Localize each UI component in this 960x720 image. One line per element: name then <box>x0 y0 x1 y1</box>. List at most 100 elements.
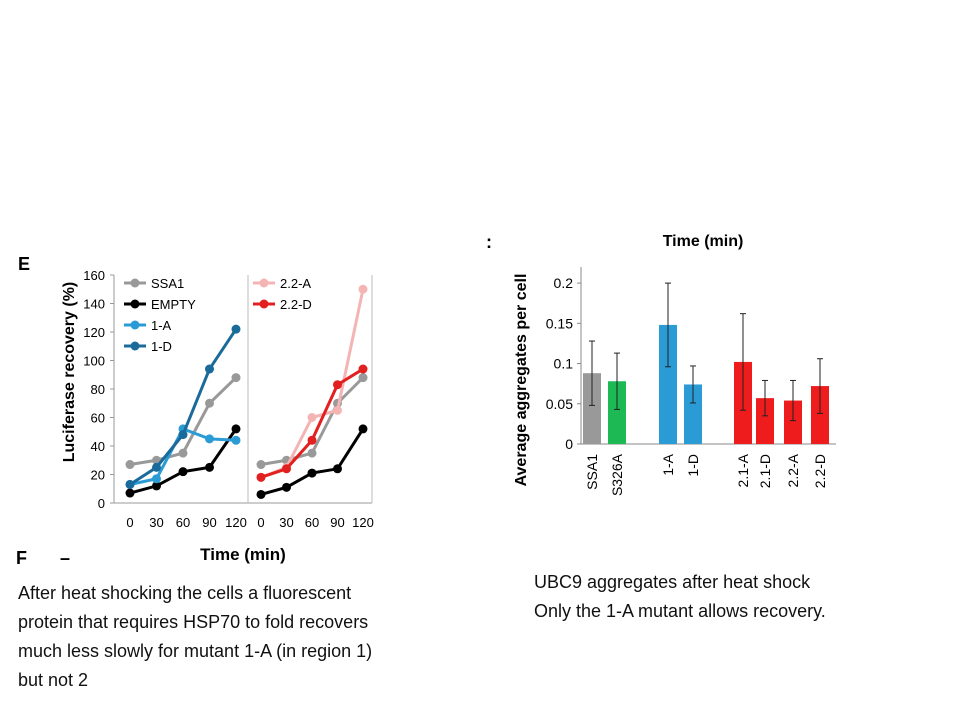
legend-marker <box>130 299 140 309</box>
data-point <box>178 448 188 458</box>
y-tick-label: 80 <box>91 382 105 397</box>
left-caption-line: protein that requires HSP70 to fold reco… <box>18 612 369 632</box>
aggregates-bar-chart: Time (min) Average aggregates per cell 0… <box>513 233 836 496</box>
data-point <box>256 472 266 482</box>
data-point <box>307 468 317 478</box>
left-caption: After heat shocking the cells a fluoresc… <box>18 579 372 695</box>
x-tick-label: 90 <box>330 515 344 530</box>
legend-label: 1-D <box>151 339 172 354</box>
data-point <box>307 413 317 422</box>
x-tick-label: 90 <box>202 515 216 530</box>
legend-marker <box>130 278 140 288</box>
left-caption-line: but not 2 <box>18 670 89 690</box>
legend-marker <box>130 320 140 330</box>
left-caption-line: After heat shocking the cells a fluoresc… <box>18 583 352 603</box>
bar-y-tick-label: 0.15 <box>546 315 573 331</box>
y-tick-label: 120 <box>83 325 105 340</box>
bar <box>784 400 802 444</box>
data-point <box>231 373 241 383</box>
data-point <box>358 373 368 383</box>
bar-y-axis-label: Average aggregates per cell <box>513 274 530 487</box>
data-point <box>307 435 317 445</box>
data-point <box>231 435 241 445</box>
data-point <box>256 460 266 470</box>
y-tick-label: 60 <box>91 411 105 426</box>
x-tick-label: 0 <box>126 515 133 530</box>
bar-category-label: SSA1 <box>584 454 600 490</box>
x-tick-label: 30 <box>149 515 163 530</box>
data-point <box>282 464 291 474</box>
legend-label: 2.2-D <box>280 297 312 312</box>
data-point <box>178 467 188 477</box>
data-point <box>205 398 214 408</box>
panel-letter-e: E <box>18 254 31 274</box>
y-tick-label: 20 <box>91 468 105 483</box>
bar <box>756 398 774 444</box>
legend-marker <box>130 341 140 351</box>
luciferase-recovery-chart: 0 20 40 60 80 100 120 140 160 0 30 60 90 120 0 30 60 90 12… <box>61 268 374 564</box>
data-point <box>205 434 214 444</box>
y-tick-label: 100 <box>83 354 105 369</box>
x-tick-label: 60 <box>176 515 190 530</box>
data-point <box>231 424 241 434</box>
bar-category-label: 2.2-A <box>785 453 801 487</box>
x-tick-label: 120 <box>225 515 247 530</box>
data-point <box>125 488 135 498</box>
panel-colon: : <box>486 232 492 252</box>
bar <box>583 373 601 444</box>
right-caption: UBC9 aggregates after heat shock Only th… <box>534 568 826 626</box>
data-point <box>152 462 161 472</box>
bar-y-tick-label: 0.05 <box>546 396 573 412</box>
data-point <box>307 448 317 458</box>
data-point <box>178 430 188 440</box>
data-point <box>205 364 214 374</box>
x-tick-label: 60 <box>305 515 319 530</box>
bar-y-tick-label: 0.2 <box>554 275 574 291</box>
data-point <box>333 380 342 390</box>
data-point <box>358 424 368 434</box>
y-tick-label: 160 <box>83 268 105 283</box>
bar-category-label: 1-D <box>685 454 701 477</box>
bar-category-label: 2.1-D <box>757 454 773 488</box>
data-point <box>125 460 135 470</box>
bar-category-label: 2.2-D <box>812 454 828 488</box>
legend-label: 1-A <box>151 318 172 333</box>
right-caption-line: UBC9 aggregates after heat shock <box>534 572 811 592</box>
data-point <box>125 479 135 489</box>
x-axis-label: Time (min) <box>200 545 286 564</box>
bar-y-tick-label: 0.1 <box>554 356 574 372</box>
data-point <box>333 405 342 415</box>
bar <box>608 381 626 444</box>
bar <box>659 324 677 444</box>
data-point <box>152 481 161 491</box>
x-tick-label: 30 <box>279 515 293 530</box>
x-tick-label: 0 <box>257 515 264 530</box>
y-tick-label: 40 <box>91 439 105 454</box>
bar-category-label: 1-A <box>660 453 676 475</box>
data-point <box>205 462 214 472</box>
legend-label: 2.2-A <box>280 276 311 291</box>
bar-category-label: 2.1-A <box>735 453 751 487</box>
y-tick-label: 0 <box>98 496 105 511</box>
legend-marker <box>259 299 269 309</box>
data-point <box>231 324 241 334</box>
data-point <box>152 474 161 484</box>
data-point <box>282 482 291 492</box>
legend-marker <box>259 278 269 288</box>
bar-chart-title: Time (min) <box>663 233 744 250</box>
y-axis-label: Luciferase recovery (%) <box>61 282 78 463</box>
bar <box>684 384 702 444</box>
y-tick-label: 140 <box>83 297 105 312</box>
data-point <box>256 489 266 499</box>
legend-label: SSA1 <box>151 276 184 291</box>
legend-label: EMPTY <box>151 297 196 312</box>
left-caption-line: much less slowly for mutant 1-A (in regi… <box>18 641 373 661</box>
data-point <box>358 364 368 374</box>
data-point <box>358 284 368 294</box>
data-point <box>333 464 342 474</box>
bar <box>811 386 829 444</box>
right-caption-line: Only the 1-A mutant allows recovery. <box>534 601 826 621</box>
bar-y-tick-label: 0 <box>565 436 573 452</box>
x-tick-label: 120 <box>352 515 374 530</box>
panel-dash: – <box>60 548 71 568</box>
